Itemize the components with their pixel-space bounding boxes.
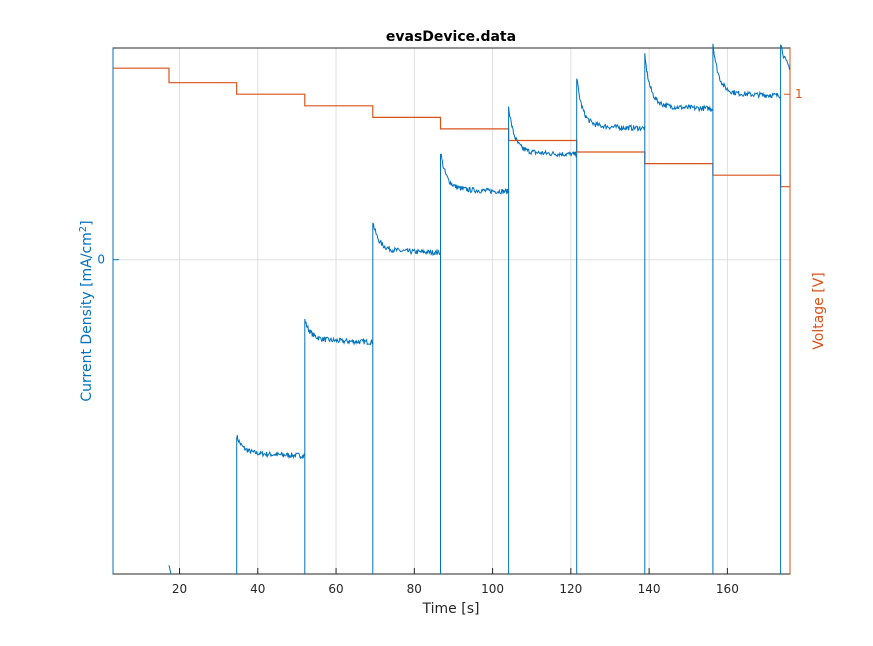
plot-frame <box>112 47 791 575</box>
x-tick-label: 20 <box>172 582 187 596</box>
x-tick-label: 60 <box>328 582 343 596</box>
x-tick-label: 80 <box>407 582 422 596</box>
y-left-tick-label: 0 <box>97 253 105 267</box>
y-left-label-sup: 2 <box>78 226 89 232</box>
current-density-segment <box>168 565 172 575</box>
axis-ticks: 20 40 60 80 100 120 140 160 0 1 <box>97 48 803 596</box>
current-density-segment <box>440 153 510 574</box>
current-density-segment <box>372 222 441 574</box>
x-axis-label: Time [s] <box>422 601 480 617</box>
series-layer <box>113 43 791 575</box>
current-density-segment <box>304 318 374 574</box>
x-tick-label: 40 <box>250 582 265 596</box>
x-tick-label: 160 <box>716 582 739 596</box>
current-density-segment <box>712 43 781 574</box>
current-density-segment <box>780 44 791 574</box>
current-density-segment <box>576 78 646 574</box>
x-tick-label: 120 <box>559 582 582 596</box>
y-left-label-main: Current Density [mA/cm <box>79 232 95 401</box>
y-right-tick-label: 1 <box>795 87 803 101</box>
x-tick-label: 100 <box>481 582 504 596</box>
x-tick-label: 140 <box>638 582 661 596</box>
grid <box>113 48 790 574</box>
current-density-segment <box>236 435 306 574</box>
y-left-label-end: ] <box>79 220 95 225</box>
y-axis-right-label: Voltage [V] <box>811 272 827 349</box>
current-density-segment <box>644 53 714 574</box>
voltage-series-line <box>113 67 790 188</box>
current-density-segment <box>508 106 577 574</box>
y-axis-left-label: Current Density [mA/cm2] <box>78 220 95 401</box>
chart-title: evasDevice.data <box>386 29 516 45</box>
